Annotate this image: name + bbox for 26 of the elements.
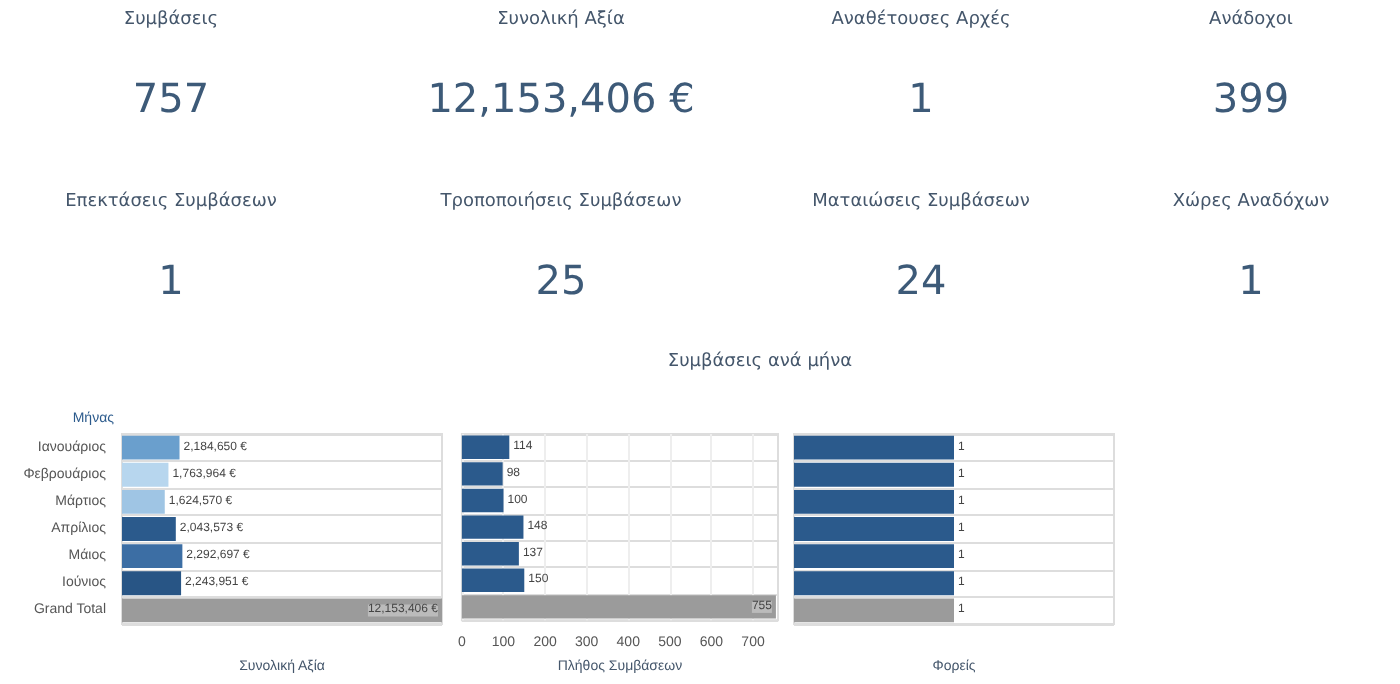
text: 12,153,406 € [427, 74, 695, 122]
category-label: Χώρες Αναδόχων [1170, 192, 1332, 212]
bar [122, 489, 165, 514]
category-label: Ανάδοχοι [1207, 10, 1295, 30]
category-label: Συμβάσεις [121, 10, 221, 30]
text: 1 [908, 74, 934, 122]
bar [122, 598, 442, 623]
text: 399 [1212, 74, 1290, 122]
bar [122, 435, 180, 460]
bar [122, 571, 182, 596]
category-label: Ματαιώσεις Συμβάσεων [810, 192, 1032, 212]
text: 757 [132, 74, 210, 122]
text: 25 [535, 256, 587, 304]
chart-title: Συμβάσεις ανά μήνα [665, 352, 855, 372]
category-label: Αναθέτουσες Αρχές [829, 10, 1013, 30]
bar [122, 517, 176, 541]
category-label: Συνολική Αξία [495, 10, 627, 30]
text: 24 [895, 256, 947, 304]
category-label: Τροποποιήσεις Συμβάσεων [438, 192, 684, 212]
text: 1 [1238, 256, 1264, 304]
bar [122, 462, 169, 487]
category-label: Επεκτάσεις Συμβάσεων [63, 192, 279, 212]
bar [122, 544, 183, 569]
text: 1 [158, 256, 184, 304]
bar [461, 568, 525, 592]
bar [461, 595, 776, 619]
